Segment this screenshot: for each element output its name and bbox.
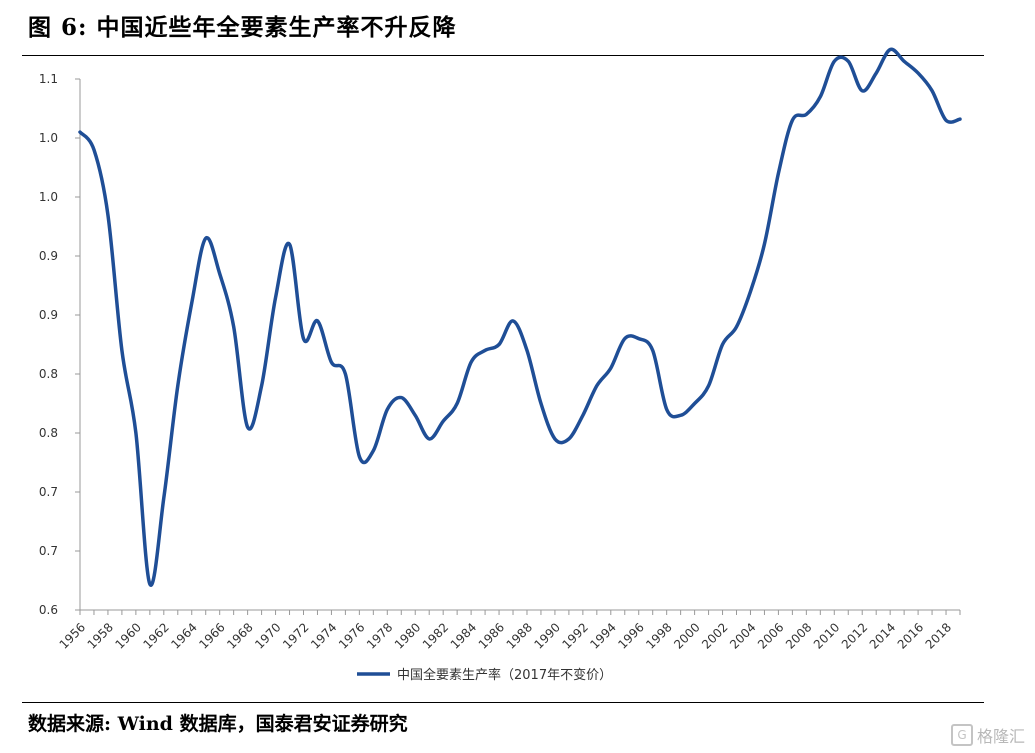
bottom-rule	[22, 702, 984, 703]
series-line	[78, 47, 962, 587]
x-tick-label: 2012	[839, 620, 870, 651]
x-tick-label: 1998	[643, 620, 674, 651]
legend-label: 中国全要素生产率（2017年不变价）	[397, 667, 612, 683]
y-tick-label: 0.7	[39, 485, 58, 499]
x-tick-label: 1984	[448, 620, 479, 651]
y-axis: 0.6 0.7 0.7 0.8 0.8 0.9 0.9 1.0 1.0 1.1	[39, 72, 81, 617]
figure-title: 图 6: 中国近些年全要素生产率不升反降	[28, 14, 457, 41]
x-tick-label: 1960	[112, 620, 143, 651]
x-tick-label: 1962	[140, 620, 171, 651]
watermark-text: 格隆汇	[976, 727, 1025, 746]
x-tick-label: 2004	[727, 620, 758, 651]
watermark: G 格隆汇	[950, 723, 1025, 747]
x-axis: 1956195819601962196419661968197019721974…	[57, 609, 961, 652]
x-tick-label: 1982	[420, 620, 451, 651]
x-tick-label: 1992	[559, 620, 590, 651]
watermark-logo-icon: G	[950, 724, 973, 746]
x-tick-label: 1996	[615, 620, 646, 651]
x-tick-label: 2010	[811, 620, 842, 651]
y-tick-label: 0.9	[39, 308, 58, 322]
x-tick-label: 1970	[252, 620, 283, 651]
y-tick-label: 1.0	[39, 190, 58, 204]
x-tick-label: 1976	[336, 620, 367, 651]
x-tick-label: 2002	[699, 620, 730, 651]
x-tick-label: 1986	[476, 620, 507, 651]
y-tick-label: 1.1	[39, 72, 58, 86]
x-tick-label: 2006	[755, 620, 786, 651]
x-tick-label: 1978	[364, 620, 395, 651]
x-tick-label: 1988	[504, 620, 535, 651]
plot-area	[78, 47, 962, 587]
y-tick-label: 0.6	[39, 603, 58, 617]
x-tick-label: 1966	[196, 620, 227, 651]
legend: 中国全要素生产率（2017年不变价）	[357, 667, 612, 683]
x-tick-label: 2018	[923, 620, 954, 651]
y-tick-label: 0.8	[39, 426, 58, 440]
x-tick-label: 1964	[168, 620, 199, 651]
x-tick-label: 1994	[587, 620, 618, 651]
x-tick-label: 1958	[85, 620, 116, 651]
top-rule	[22, 55, 984, 56]
x-tick-label: 1974	[308, 620, 339, 651]
y-tick-label: 1.0	[39, 131, 58, 145]
x-tick-label: 1972	[280, 620, 311, 651]
x-tick-label: 2008	[783, 620, 814, 651]
x-tick-label: 1956	[57, 620, 88, 651]
y-tick-label: 0.8	[39, 367, 58, 381]
x-tick-label: 1980	[392, 620, 423, 651]
y-tick-label: 0.7	[39, 544, 58, 558]
data-source-note: 数据来源: Wind 数据库，国泰君安证券研究	[28, 713, 408, 735]
x-tick-label: 2014	[867, 620, 898, 651]
x-tick-label: 2016	[895, 620, 926, 651]
x-tick-label: 1968	[224, 620, 255, 651]
x-tick-label: 2000	[671, 620, 702, 651]
line-chart: 0.60.70.70.80.80.90.91.01.01.1 195619581…	[39, 47, 962, 683]
x-tick-label: 1990	[532, 620, 563, 651]
y-tick-label: 0.9	[39, 249, 58, 263]
